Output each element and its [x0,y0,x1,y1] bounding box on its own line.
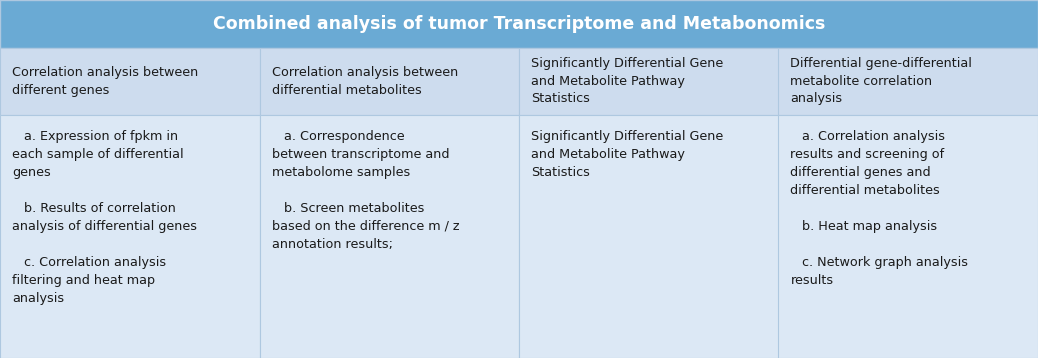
Bar [519,48,778,115]
Bar [260,115,519,358]
Bar [0,115,260,358]
Bar [0,48,260,115]
Bar [0,0,1038,48]
Bar [519,115,778,358]
Text: Correlation analysis between
differential metabolites: Correlation analysis between differentia… [272,66,458,97]
Text: Correlation analysis between
different genes: Correlation analysis between different g… [12,66,198,97]
Text: Combined analysis of tumor Transcriptome and Metabonomics: Combined analysis of tumor Transcriptome… [213,15,825,33]
Text: a. Expression of fpkm in
each sample of differential
genes

   b. Results of cor: a. Expression of fpkm in each sample of … [12,130,197,305]
Bar [260,48,519,115]
Text: Significantly Differential Gene
and Metabolite Pathway
Statistics: Significantly Differential Gene and Meta… [531,57,723,106]
Text: Differential gene-differential
metabolite correlation
analysis: Differential gene-differential metabolit… [791,57,973,106]
Text: a. Correlation analysis
results and screening of
differential genes and
differen: a. Correlation analysis results and scre… [791,130,968,286]
Bar [778,48,1038,115]
Bar [778,115,1038,358]
Text: Significantly Differential Gene
and Metabolite Pathway
Statistics: Significantly Differential Gene and Meta… [531,130,723,179]
Text: a. Correspondence
between transcriptome and
metabolome samples

   b. Screen met: a. Correspondence between transcriptome … [272,130,459,251]
